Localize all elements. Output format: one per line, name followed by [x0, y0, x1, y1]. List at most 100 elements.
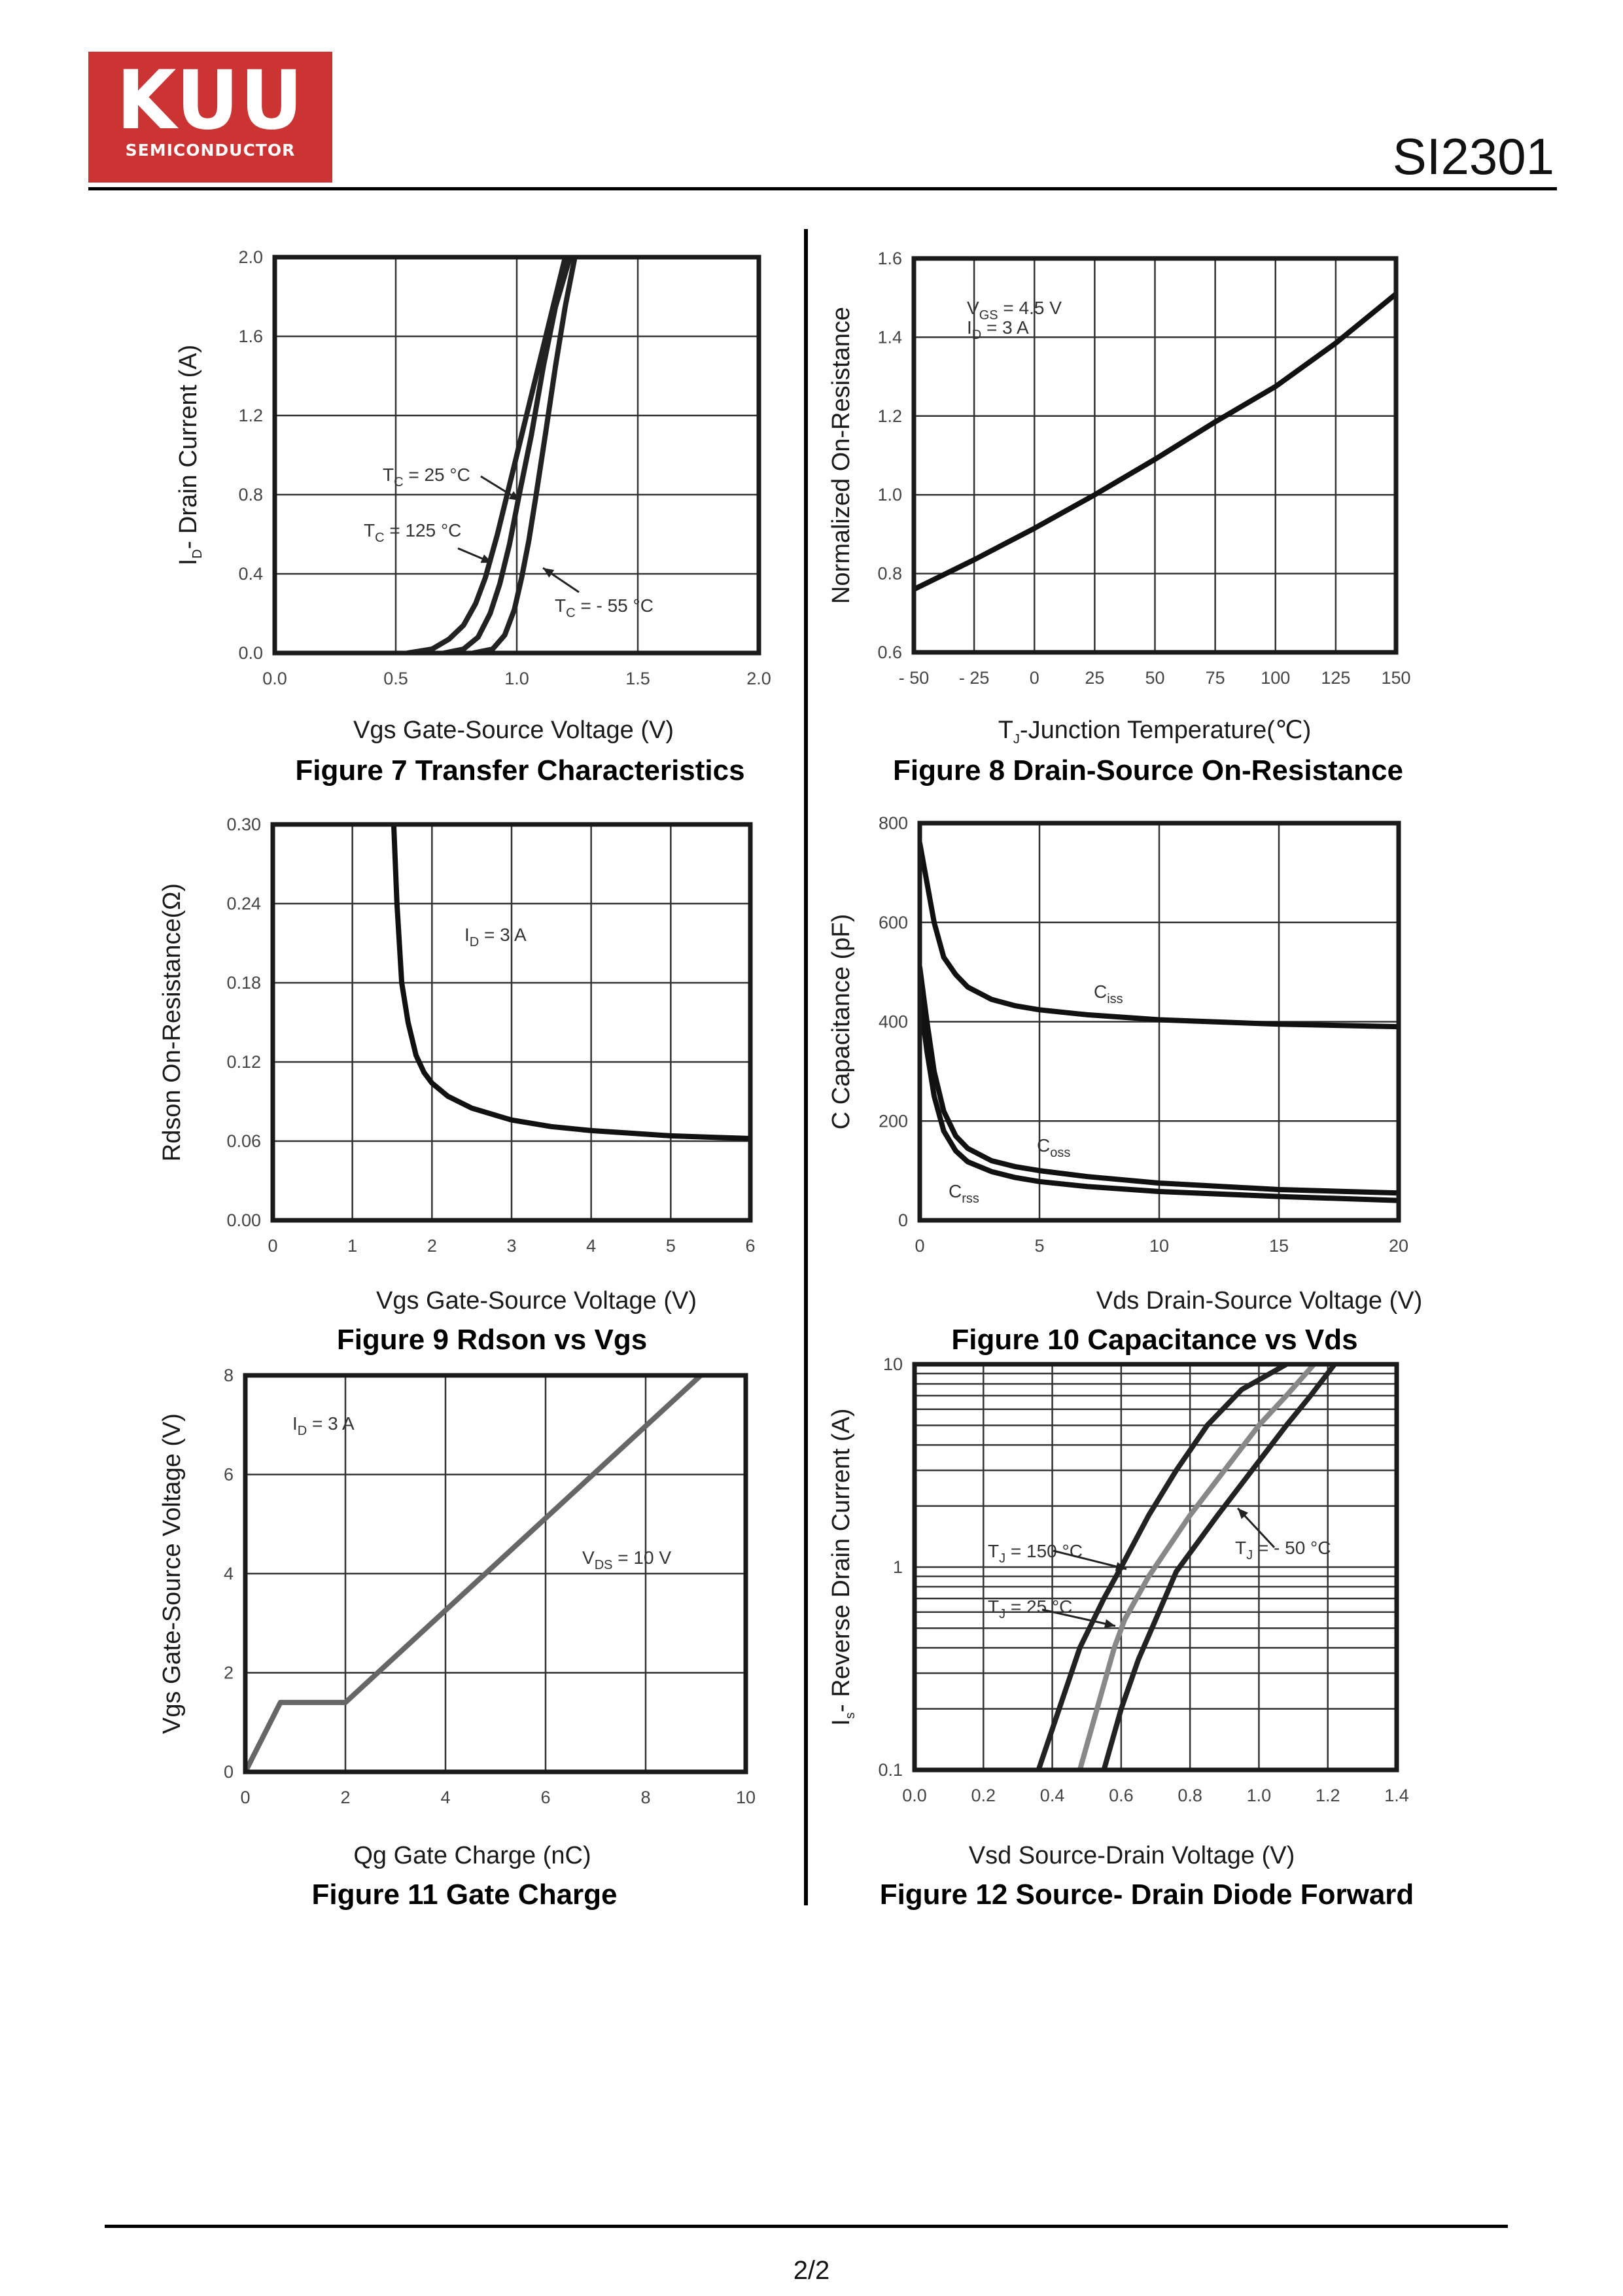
y-axis-title: Rdson On-Resistance(Ω)	[158, 883, 186, 1161]
figure-title: Figure 9 Rdson vs Vgs	[337, 1324, 647, 1356]
y-tick-label: 1.6	[877, 249, 902, 268]
annotation-label-sub: GS	[979, 308, 998, 323]
arrowhead-icon	[1115, 1562, 1126, 1571]
fig8-plot-frame	[911, 256, 1399, 655]
part-number: SI2301	[1392, 128, 1554, 185]
fig7-series-2	[470, 257, 578, 653]
arrowhead-icon	[480, 554, 492, 563]
annotation-label-sub: C	[566, 606, 575, 620]
y-tick-label: 0	[898, 1210, 908, 1230]
fig10-series-1	[920, 964, 1399, 1196]
annotation-label-main: C	[1037, 1135, 1050, 1156]
fig10-plot-frame	[917, 821, 1401, 1223]
fig12-series-1	[1077, 1364, 1317, 1770]
page-number: 2/2	[793, 2256, 830, 2285]
y-tick-label: 400	[879, 1012, 908, 1032]
x-tick-label: 0	[915, 1236, 924, 1256]
annotation-label-sub: J	[999, 1551, 1005, 1566]
y-axis-title: C Capacitance (pF)	[828, 914, 855, 1129]
annotation-label-sub: J	[1246, 1548, 1253, 1563]
annotation-label: Ciss	[1094, 981, 1123, 1006]
x-tick-label: 0	[240, 1788, 250, 1807]
y-axis-title: Normalized On-Resistance	[828, 307, 855, 604]
y-tick-label: 0.30	[226, 815, 261, 834]
arrowhead-icon	[543, 568, 555, 578]
footer-rule	[105, 2225, 1508, 2228]
kuu-logo: KUU SEMICONDUCTOR	[88, 52, 332, 183]
annotation-label-rest: = - 50 °C	[1253, 1538, 1331, 1558]
annotation-label-main: T	[988, 1597, 999, 1617]
figure-title: Figure 12 Source- Drain Diode Forward	[880, 1879, 1414, 1911]
annotation-label-rest: = 3 A	[479, 925, 527, 945]
x-tick-label: 1.0	[1247, 1786, 1272, 1805]
y-tick-label: 0	[224, 1762, 234, 1782]
y-tick-label: 1.4	[877, 327, 902, 347]
annotation-label: TC = 125 °C	[364, 520, 461, 545]
figure-title: Figure 10 Capacitance vs Vds	[951, 1324, 1357, 1356]
x-tick-label: 0	[1030, 668, 1039, 688]
fig7-chart: 0.0 0.5 1.0 1.5 2.0 0.0 0.4 0.8 1.2 1.6 2.0 ID- Dra…	[175, 247, 771, 786]
annotation-label-rest: = 125 °C	[385, 520, 462, 540]
y-tick-label: 1.0	[877, 485, 902, 504]
fig12-series-0	[1036, 1364, 1289, 1770]
y-tick-label: 1.6	[238, 327, 263, 346]
fig8-series-0	[914, 291, 1396, 592]
y-tick-label: 0.06	[226, 1131, 261, 1151]
x-tick-label: 0.5	[383, 669, 408, 688]
x-axis-title: TJ-Junction Temperature(℃)	[998, 716, 1312, 747]
fig12-series-2	[1101, 1364, 1338, 1770]
x-tick-label: 1.0	[504, 669, 529, 688]
x-tick-label: 0.0	[902, 1786, 927, 1805]
fig10-series-0	[920, 840, 1399, 1030]
annotation-label: TC = 25 °C	[383, 465, 470, 489]
y-tick-label: 0.8	[238, 485, 263, 504]
x-tick-label: 6	[540, 1788, 550, 1807]
x-axis-title-rest: -Junction Temperature(℃)	[1020, 716, 1311, 744]
x-tick-label: 0	[268, 1236, 277, 1256]
x-tick-label: 1.2	[1316, 1786, 1340, 1805]
annotation-label-main: V	[582, 1547, 595, 1568]
annotation-label-sub: oss	[1050, 1146, 1070, 1160]
annotation-label-sub: J	[999, 1607, 1005, 1621]
y-tick-label: 4	[224, 1564, 234, 1583]
x-axis-title: Qg Gate Charge (nC)	[353, 1842, 591, 1869]
annotation-label-main: I	[967, 317, 972, 338]
y-axis-title-sub: D	[190, 549, 205, 558]
x-tick-label: 75	[1206, 668, 1225, 688]
annotation-label-main: I	[464, 925, 470, 945]
x-axis-title: Vgs Gate-Source Voltage (V)	[376, 1287, 697, 1315]
y-axis-title-rest: - Drain Current (A)	[175, 345, 202, 550]
column-divider	[804, 229, 808, 1905]
y-tick-label: 2	[224, 1663, 234, 1683]
x-tick-label: 1.5	[625, 669, 650, 688]
annotation-label-sub: rss	[962, 1192, 979, 1206]
figure-title: Figure 7 Transfer Characteristics	[295, 754, 744, 786]
x-axis-title-main: T	[998, 716, 1013, 744]
x-tick-label: 4	[586, 1236, 596, 1256]
annotation-label-main: C	[949, 1181, 962, 1201]
logo-wordmark: KUU	[116, 52, 304, 148]
y-axis-title-main: I	[175, 559, 202, 566]
annotation-label-sub: iss	[1107, 992, 1123, 1006]
y-axis-title-sub: s	[843, 1712, 858, 1719]
x-tick-label: 10	[1149, 1236, 1169, 1256]
fig11-chart: 0 2 4 6 8 10 0 2 4 6 8 Vgs Gate-Source Voltage (V) Q…	[158, 1366, 756, 1911]
annotation-label-main: T	[988, 1541, 999, 1561]
x-tick-label: 100	[1261, 668, 1290, 688]
fig8-chart: - 50 - 25 0 25 50 75 100 125 150 0.6 0.8 1.0 1.2 1.4 1…	[828, 249, 1411, 786]
annotation-label-sub: C	[394, 475, 403, 489]
x-tick-label: 5	[666, 1236, 676, 1256]
x-axis-title: Vds Drain-Source Voltage (V)	[1096, 1287, 1422, 1315]
x-tick-label: 2	[340, 1788, 350, 1807]
x-tick-label: 15	[1269, 1236, 1289, 1256]
annotation-label-main: I	[292, 1413, 298, 1434]
x-tick-label: 0.6	[1109, 1786, 1134, 1805]
y-tick-label: 0.12	[226, 1052, 261, 1072]
x-tick-label: 2.0	[746, 669, 771, 688]
fig9-chart: 0 1 2 3 4 5 6 0.00 0.06 0.12 0.18 0.24 0.30 Rdson On-…	[158, 815, 756, 1356]
y-tick-label: 6	[224, 1465, 234, 1485]
y-tick-label: 0.4	[238, 564, 263, 584]
annotation-label: TC = - 55 °C	[555, 595, 654, 620]
y-axis-title-rest: - Reverse Drain Current (A)	[828, 1408, 855, 1712]
y-tick-label: 1	[893, 1557, 903, 1577]
